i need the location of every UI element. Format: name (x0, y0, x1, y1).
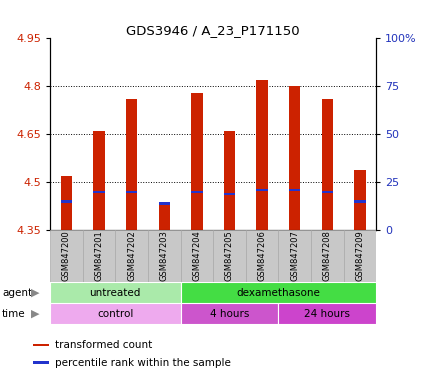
Bar (213, 230, 245, 282)
Text: dexamethasone: dexamethasone (236, 288, 319, 298)
Bar (256, 80, 267, 230)
Text: GSM847205: GSM847205 (224, 230, 233, 281)
Bar (180, 303, 278, 324)
Bar (191, 93, 202, 230)
Bar (50, 282, 180, 303)
Title: GDS3946 / A_23_P171150: GDS3946 / A_23_P171150 (126, 24, 299, 37)
Text: GSM847206: GSM847206 (257, 230, 266, 281)
Bar (50, 230, 82, 282)
Bar (148, 230, 180, 282)
Bar (82, 230, 115, 282)
Text: GSM847204: GSM847204 (192, 230, 201, 281)
Text: transformed count: transformed count (55, 340, 152, 350)
Text: agent: agent (2, 288, 32, 298)
Bar (321, 99, 332, 230)
Bar (60, 200, 72, 203)
Bar (223, 193, 235, 195)
Text: control: control (97, 309, 133, 319)
Bar (310, 230, 343, 282)
Bar (33, 344, 49, 346)
Bar (343, 230, 375, 282)
Text: GSM847208: GSM847208 (322, 230, 331, 281)
Text: GSM847200: GSM847200 (62, 230, 71, 281)
Text: time: time (2, 309, 26, 319)
Text: GSM847207: GSM847207 (289, 230, 299, 281)
Text: GSM847203: GSM847203 (159, 230, 168, 281)
Bar (191, 191, 202, 193)
Bar (158, 202, 170, 205)
Text: 4 hours: 4 hours (209, 309, 249, 319)
Bar (353, 200, 365, 203)
Bar (353, 170, 365, 230)
Bar (180, 282, 375, 303)
Text: GSM847201: GSM847201 (94, 230, 103, 281)
Bar (33, 361, 49, 364)
Text: 24 hours: 24 hours (304, 309, 349, 319)
Bar (125, 99, 137, 230)
Bar (223, 131, 235, 230)
Bar (93, 131, 105, 230)
Bar (115, 230, 148, 282)
Bar (321, 191, 332, 193)
Bar (288, 189, 300, 191)
Text: percentile rank within the sample: percentile rank within the sample (55, 358, 230, 368)
Text: ▶: ▶ (31, 309, 40, 319)
Bar (288, 86, 300, 230)
Bar (180, 230, 213, 282)
Bar (125, 191, 137, 193)
Bar (50, 303, 180, 324)
Bar (60, 176, 72, 230)
Bar (158, 202, 170, 230)
Bar (278, 303, 375, 324)
Bar (256, 189, 267, 191)
Bar (245, 230, 278, 282)
Bar (93, 191, 105, 193)
Bar (278, 230, 310, 282)
Text: GSM847209: GSM847209 (355, 230, 364, 281)
Text: ▶: ▶ (31, 288, 40, 298)
Text: GSM847202: GSM847202 (127, 230, 136, 281)
Text: untreated: untreated (89, 288, 141, 298)
